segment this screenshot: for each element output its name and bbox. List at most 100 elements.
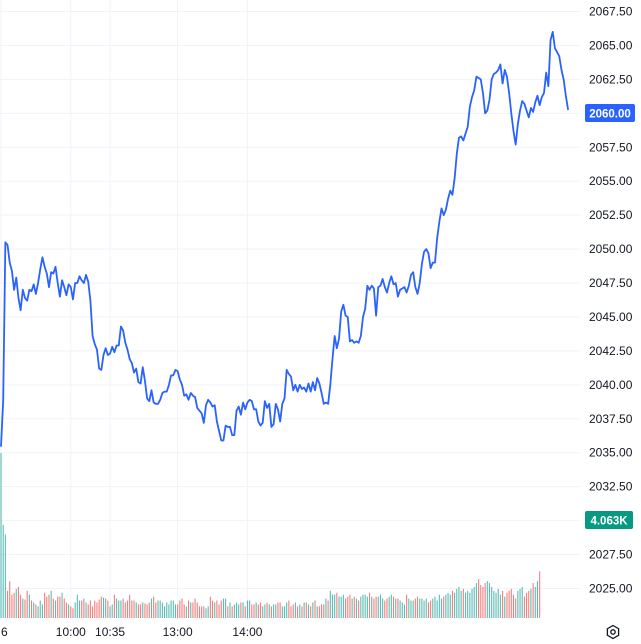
y-tick-label: 2042.50 bbox=[589, 344, 633, 358]
volume-bar bbox=[190, 602, 192, 618]
volume-bar bbox=[28, 594, 30, 618]
volume-bar bbox=[290, 606, 292, 618]
volume-bar bbox=[345, 598, 347, 618]
volume-bar bbox=[218, 604, 220, 618]
volume-bar bbox=[148, 602, 150, 618]
volume-bar bbox=[15, 588, 17, 618]
volume-bar bbox=[484, 583, 486, 618]
volume-bar bbox=[277, 602, 279, 618]
volume-bar bbox=[44, 592, 46, 618]
volume-bar bbox=[523, 596, 525, 618]
volume-bar bbox=[2, 524, 4, 618]
x-tick-label: 13:00 bbox=[163, 625, 193, 639]
volume-bar bbox=[87, 604, 89, 618]
volume-bar bbox=[131, 600, 133, 618]
volume-bar bbox=[50, 590, 52, 618]
current-price-badge: 2060.00 bbox=[585, 104, 635, 122]
x-axis[interactable]: 6 10:00 10:35 13:00 14:00 bbox=[1, 625, 263, 639]
volume-bar bbox=[39, 600, 41, 618]
volume-bar bbox=[83, 598, 85, 618]
volume-bar bbox=[434, 596, 436, 618]
volume-bar bbox=[353, 596, 355, 618]
volume-bar bbox=[107, 600, 109, 618]
volume-bar bbox=[57, 596, 59, 618]
volume-bar bbox=[201, 606, 203, 618]
volume-bar bbox=[266, 602, 268, 618]
volume-bar bbox=[207, 606, 209, 618]
volume-bar bbox=[286, 602, 288, 618]
volume-bar bbox=[20, 594, 22, 618]
volume-bar bbox=[526, 592, 528, 618]
y-tick-label: 2047.50 bbox=[589, 276, 633, 290]
volume-bar bbox=[68, 604, 70, 618]
volume-bar bbox=[192, 602, 194, 618]
volume-bar bbox=[72, 608, 74, 618]
volume-bar bbox=[164, 606, 166, 618]
volume-bar bbox=[458, 586, 460, 618]
x-tick-label: 6 bbox=[1, 625, 8, 639]
volume-bar bbox=[155, 602, 157, 618]
volume-bar bbox=[235, 602, 238, 618]
price-line-layer bbox=[0, 30, 569, 447]
volume-bar bbox=[536, 581, 539, 618]
volume-bar bbox=[76, 594, 78, 618]
x-tick-label: 10:35 bbox=[95, 625, 125, 639]
volume-bar bbox=[445, 594, 447, 618]
volume-bar bbox=[307, 604, 310, 618]
y-tick-label: 2065.00 bbox=[589, 38, 633, 52]
volume-bar bbox=[373, 598, 375, 618]
volume-bar bbox=[259, 602, 262, 618]
volume-bar bbox=[310, 606, 312, 618]
volume-bar bbox=[46, 596, 48, 618]
volume-bar bbox=[30, 600, 33, 618]
volume-bar bbox=[85, 602, 87, 618]
volume-bar bbox=[126, 600, 129, 618]
volume-bar bbox=[423, 600, 425, 618]
volume-bar bbox=[118, 600, 120, 618]
volume-bar bbox=[297, 606, 299, 618]
volume-bar bbox=[416, 596, 419, 618]
volume-bar bbox=[419, 598, 421, 618]
volume-bar bbox=[159, 600, 161, 618]
settings-button[interactable] bbox=[606, 624, 620, 640]
volume-bar bbox=[491, 586, 493, 618]
volume-bar bbox=[497, 588, 499, 618]
volume-bar bbox=[214, 602, 216, 618]
volume-bar bbox=[375, 596, 377, 618]
volume-bar bbox=[303, 602, 305, 618]
volume-bar bbox=[181, 598, 183, 618]
volume-bar bbox=[301, 606, 303, 618]
volume-bar bbox=[124, 602, 126, 618]
volume-bar bbox=[9, 581, 11, 618]
y-tick-label: 2062.50 bbox=[589, 72, 633, 86]
volume-bar bbox=[493, 590, 495, 618]
volume-bar bbox=[512, 594, 515, 618]
axis-badges: 2060.00 4.063K bbox=[585, 104, 635, 529]
volume-bar bbox=[323, 604, 325, 618]
volume-bar bbox=[135, 602, 137, 618]
volume-bar bbox=[436, 600, 438, 618]
current-volume-label: 4.063K bbox=[590, 516, 628, 528]
y-tick-label: 2027.50 bbox=[589, 548, 633, 562]
volume-bar bbox=[427, 602, 429, 618]
y-tick-label: 2067.50 bbox=[589, 5, 633, 19]
volume-bar bbox=[222, 598, 224, 618]
volume-bar bbox=[231, 606, 233, 618]
volume-bar bbox=[142, 602, 144, 618]
y-axis[interactable]: 2067.50 2065.00 2062.50 2060.00 2057.50 2055.… bbox=[589, 5, 633, 596]
volume-bar bbox=[4, 534, 6, 618]
volume-bar bbox=[397, 598, 399, 618]
volume-bar bbox=[462, 588, 464, 618]
volume-bar bbox=[249, 600, 251, 618]
volume-bar bbox=[390, 594, 392, 618]
volume-bar bbox=[198, 606, 200, 618]
volume-bar bbox=[464, 592, 467, 618]
volume-bar bbox=[161, 602, 163, 618]
volume-bar bbox=[133, 600, 135, 618]
volume-bar bbox=[13, 592, 15, 618]
volume-bar bbox=[521, 586, 523, 618]
volume-bar bbox=[63, 598, 65, 618]
volume-bar bbox=[262, 606, 264, 618]
